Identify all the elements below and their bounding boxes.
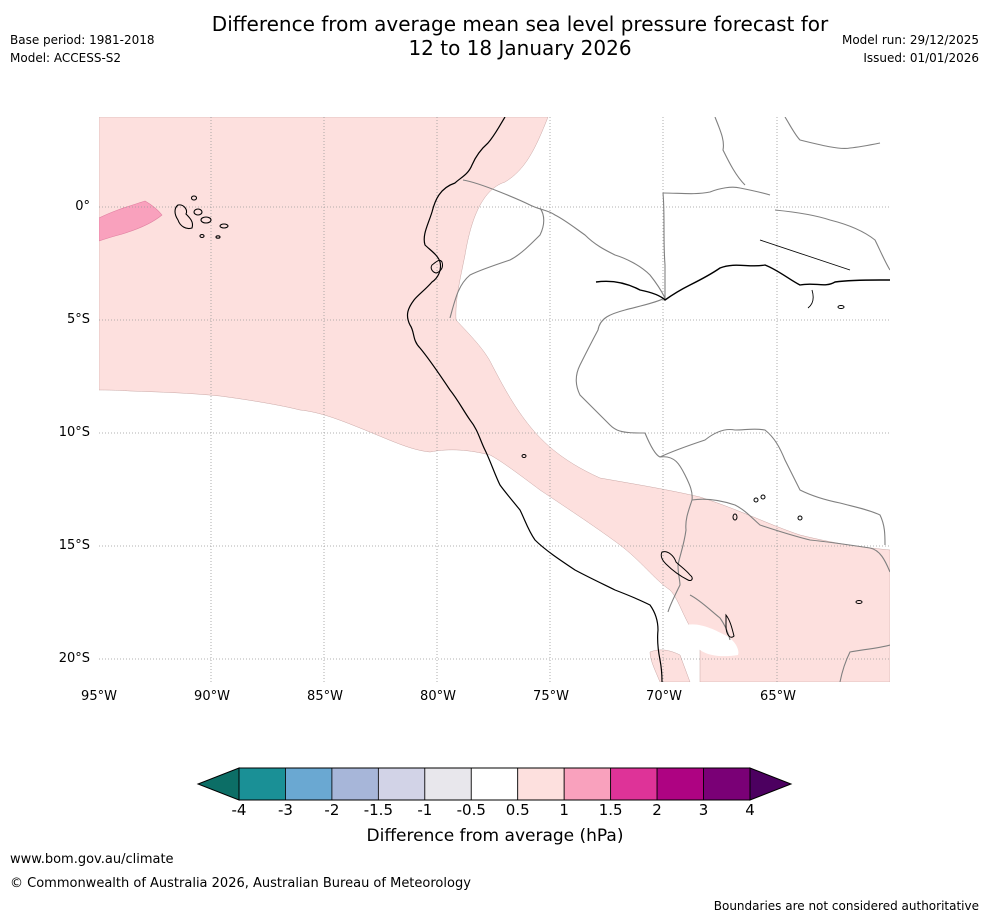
small-lakes xyxy=(521,305,863,604)
colorbar-label: Difference from average (hPa) xyxy=(366,826,624,846)
colorbar-tick-label: 1.5 xyxy=(598,801,623,819)
coastline xyxy=(406,117,663,682)
colorbar-swatch xyxy=(331,767,379,801)
lake-titicaca xyxy=(660,551,693,581)
colorbar-low-extend xyxy=(196,767,240,801)
colorbar-swatch xyxy=(238,767,286,801)
lat-label-0: 0° xyxy=(75,199,90,214)
colorbar-frame xyxy=(238,767,751,801)
lake-poopo xyxy=(725,613,735,638)
colorbar-tick-label: 0.5 xyxy=(505,801,530,819)
colorbar-tick-label: -4 xyxy=(231,801,247,819)
colorbar-swatch xyxy=(703,767,751,801)
base-period: Base period: 1981-2018 xyxy=(10,33,155,47)
colorbar-tick-label: -2 xyxy=(324,801,340,819)
colorbar-swatch xyxy=(610,767,658,801)
lon-label-85w: 85°W xyxy=(307,689,343,704)
colorbar-swatch xyxy=(285,767,333,801)
galapagos-islands xyxy=(174,195,229,239)
lon-label-95w: 95°W xyxy=(81,689,117,704)
colorbar-tick-label: -1 xyxy=(417,801,433,819)
lon-label-90w: 90°W xyxy=(194,689,230,704)
colorbar-high-extend xyxy=(749,767,793,801)
country-borders xyxy=(449,117,890,682)
map xyxy=(99,117,890,682)
website-link[interactable]: www.bom.gov.au/climate xyxy=(10,852,174,867)
amazon-tributaries xyxy=(759,239,851,309)
lat-label-5s: 5°S xyxy=(66,312,90,327)
page-title: Difference from average mean sea level p… xyxy=(150,12,890,60)
lat-label-20s: 20°S xyxy=(58,651,90,666)
lat-label-10s: 10°S xyxy=(58,425,90,440)
model-run: Model run: 29/12/2025 xyxy=(841,33,979,47)
colorbar-swatch xyxy=(656,767,704,801)
title-line-2: 12 to 18 January 2026 xyxy=(408,36,632,60)
title-line-1: Difference from average mean sea level p… xyxy=(211,12,829,36)
model-name: Model: ACCESS-S2 xyxy=(10,51,122,65)
colorbar-tick-label: 2 xyxy=(652,801,662,819)
lat-label-15s: 15°S xyxy=(58,538,90,553)
colorbar-swatch xyxy=(424,767,472,801)
colorbar-swatch xyxy=(470,767,519,801)
neutral-region-inland xyxy=(685,624,739,657)
lon-label-75w: 75°W xyxy=(533,689,569,704)
issued-date: Issued: 01/01/2026 xyxy=(863,51,979,65)
colorbar xyxy=(196,767,793,801)
gulf-of-guayaquil xyxy=(430,259,443,274)
colorbar-tick-label: -1.5 xyxy=(363,801,393,819)
colorbar-tick-label: 3 xyxy=(698,801,709,819)
colorbar-swatch xyxy=(563,767,612,801)
graticule xyxy=(99,117,890,682)
colorbar-tick-label: 1 xyxy=(559,801,569,819)
copyright-text: © Commonwealth of Australia 2026, Austra… xyxy=(10,876,471,891)
lon-label-65w: 65°W xyxy=(760,689,796,704)
disclaimer-text: Boundaries are not considered authoritat… xyxy=(713,899,979,913)
colorbar-swatch xyxy=(377,767,426,801)
colorbar-tick-label: 4 xyxy=(745,801,755,819)
lon-label-80w: 80°W xyxy=(420,689,456,704)
colorbar-tick-label: -3 xyxy=(277,801,293,819)
colorbar-swatch xyxy=(517,767,565,801)
amazon-river xyxy=(595,264,890,301)
colorbar-tick-label: -0.5 xyxy=(456,801,486,819)
lon-label-70w: 70°W xyxy=(646,689,682,704)
anomaly-region-1-to-1-5 xyxy=(99,200,163,242)
